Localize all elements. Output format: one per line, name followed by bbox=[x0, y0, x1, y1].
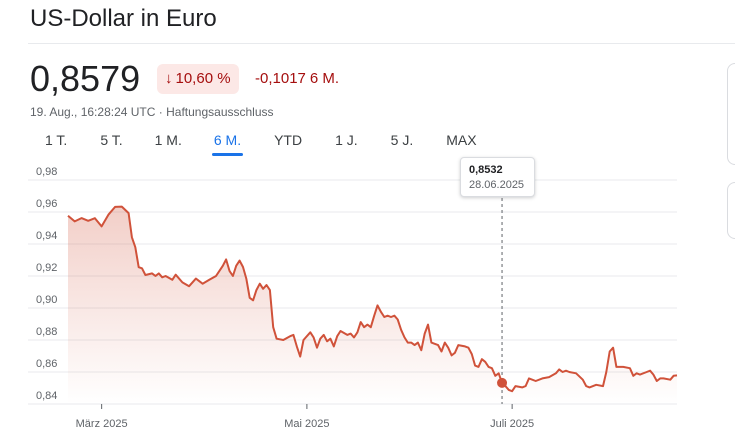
tooltip-value: 0,8532 bbox=[469, 164, 503, 176]
x-tick-label: Juli 2025 bbox=[490, 418, 534, 430]
page-title: US-Dollar in Euro bbox=[30, 5, 217, 32]
tab-1-month[interactable]: 1 M. bbox=[154, 132, 182, 148]
tab-5-years[interactable]: 5 J. bbox=[390, 132, 414, 148]
y-tick-label: 0,90 bbox=[36, 294, 57, 306]
x-tick-label: Mai 2025 bbox=[284, 418, 329, 430]
x-tick-label: März 2025 bbox=[76, 418, 128, 430]
change-percent-badge: ↓ 10,60 % bbox=[157, 64, 239, 94]
y-tick-label: 0,94 bbox=[36, 230, 57, 242]
tab-max[interactable]: MAX bbox=[446, 132, 477, 148]
y-tick-label: 0,96 bbox=[36, 198, 57, 210]
timestamp: 19. Aug., 16:28:24 UTC bbox=[30, 105, 156, 119]
current-price: 0,8579 bbox=[30, 58, 141, 99]
range-tabs: 1 T. 5 T. 1 M. 6 M. YTD 1 J. 5 J. MAX bbox=[30, 132, 477, 156]
price-line bbox=[67, 205, 678, 393]
disclaimer-link[interactable]: Haftungsausschluss bbox=[166, 105, 274, 119]
price-area bbox=[68, 206, 677, 404]
y-tick-label: 0,92 bbox=[36, 262, 57, 274]
header-divider bbox=[28, 43, 735, 44]
tab-ytd[interactable]: YTD bbox=[274, 132, 303, 148]
tab-6-months[interactable]: 6 M. bbox=[211, 132, 244, 156]
arrow-down-icon: ↓ bbox=[165, 70, 173, 87]
y-tick-label: 0,84 bbox=[36, 390, 57, 402]
separator-dot: · bbox=[158, 105, 163, 119]
y-tick-label: 0,86 bbox=[36, 358, 57, 370]
tab-1-year[interactable]: 1 J. bbox=[335, 132, 358, 148]
y-tick-label: 0,88 bbox=[36, 326, 57, 338]
change-abs-value: -0,1017 bbox=[255, 70, 306, 87]
change-period: 6 M. bbox=[309, 70, 340, 87]
y-tick-label: 0,98 bbox=[36, 166, 57, 178]
tooltip-date: 28.06.2025 bbox=[469, 179, 525, 191]
timestamp-line: 19. Aug., 16:28:24 UTC · Haftungsausschl… bbox=[30, 105, 274, 119]
tab-1-day[interactable]: 1 T. bbox=[45, 132, 68, 148]
tab-5-days[interactable]: 5 T. bbox=[100, 132, 123, 148]
change-absolute: -0,1017 6 M. bbox=[255, 70, 339, 87]
hover-point bbox=[497, 377, 508, 388]
change-percent: 10,60 % bbox=[175, 70, 231, 87]
hover-tooltip: 0,8532 28.06.2025 bbox=[460, 157, 535, 197]
